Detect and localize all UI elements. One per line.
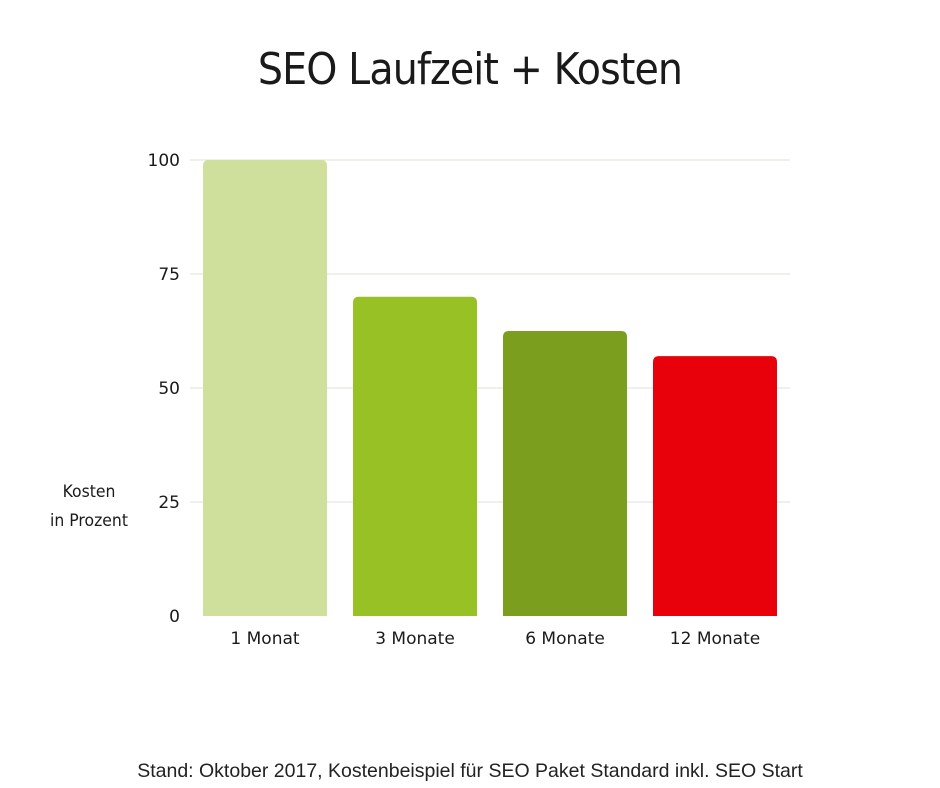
bar-6-monate — [503, 331, 627, 616]
y-tick-label: 25 — [158, 493, 180, 513]
bar-12-monate — [653, 356, 777, 616]
x-category-label: 3 Monate — [375, 629, 455, 649]
bar-3-monate — [353, 296, 477, 616]
y-axis-label-line-1: Kosten — [62, 482, 116, 502]
x-axis-categories: 1 Monat 3 Monate 6 Monate 12 Monate — [230, 629, 760, 649]
footnote: Stand: Oktober 2017, Kostenbeispiel für … — [137, 760, 803, 782]
x-category-label: 6 Monate — [525, 629, 605, 649]
y-tick-label: 75 — [158, 265, 180, 285]
y-axis-label-line-2: in Prozent — [50, 511, 128, 531]
y-axis-ticks: 0 25 50 75 100 — [148, 151, 180, 627]
chart-title: SEO Laufzeit + Kosten — [257, 44, 683, 95]
bar-1-monat — [203, 160, 327, 616]
x-category-label: 1 Monat — [230, 629, 299, 649]
y-tick-label: 50 — [158, 379, 180, 399]
y-tick-label: 0 — [169, 607, 180, 627]
y-tick-label: 100 — [148, 151, 180, 171]
bars — [203, 160, 777, 616]
x-category-label: 12 Monate — [670, 629, 760, 649]
